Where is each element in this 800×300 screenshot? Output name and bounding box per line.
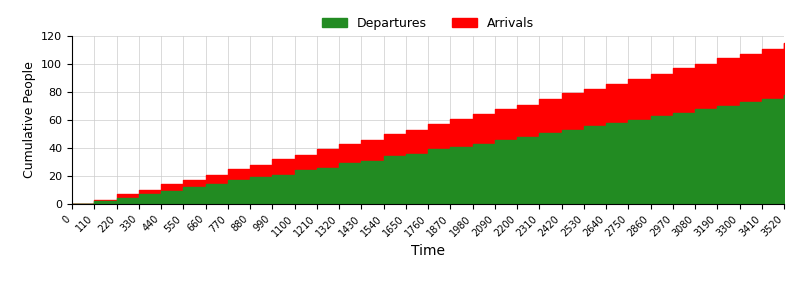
Y-axis label: Cumulative People: Cumulative People: [22, 61, 35, 178]
X-axis label: Time: Time: [411, 244, 445, 258]
Legend: Departures, Arrivals: Departures, Arrivals: [317, 12, 539, 35]
